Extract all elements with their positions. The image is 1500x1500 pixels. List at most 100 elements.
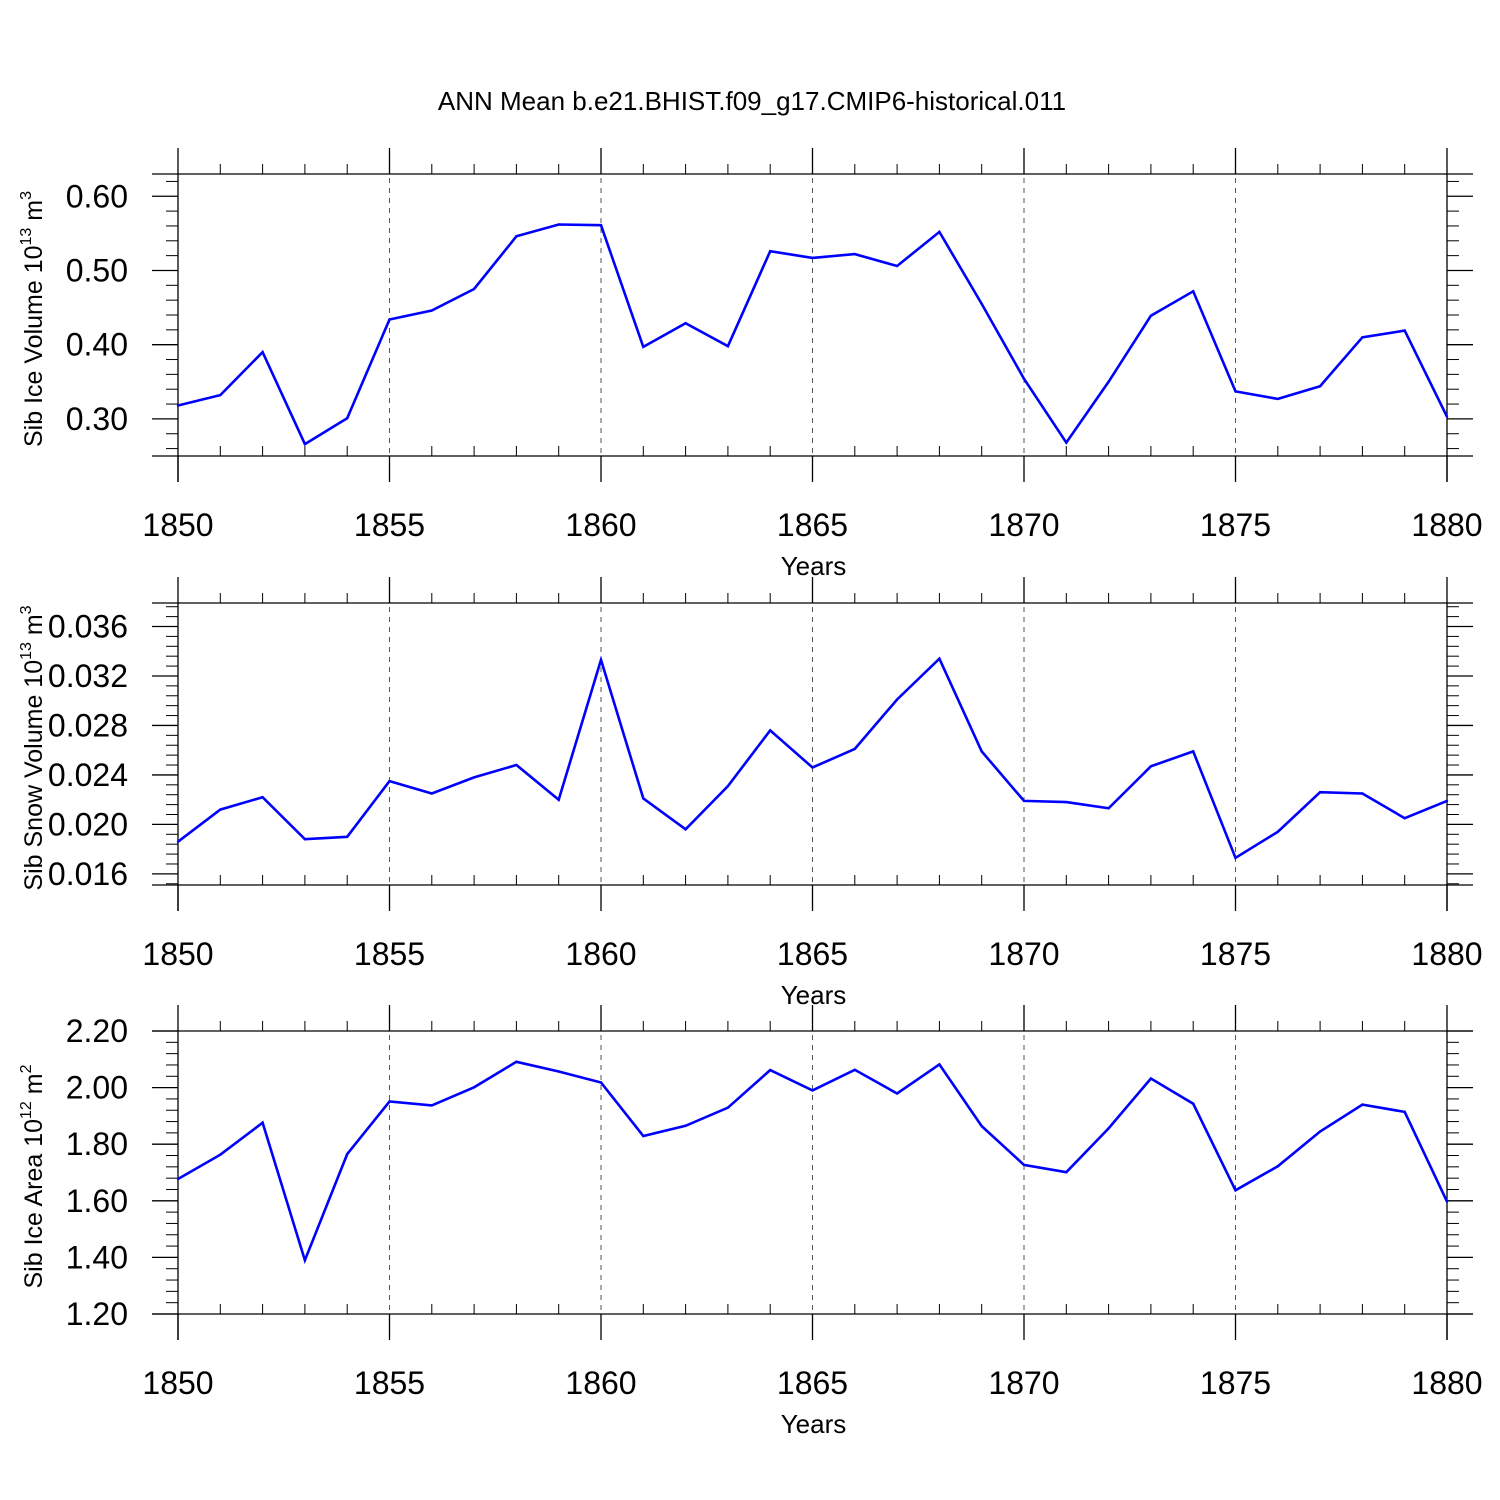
x-tick-label: 1880 bbox=[1411, 1365, 1482, 1401]
x-axis-label: Years bbox=[781, 551, 847, 581]
data-point bbox=[1361, 336, 1364, 339]
y-axis-label-unit: m bbox=[20, 200, 48, 228]
data-point bbox=[684, 321, 687, 325]
data-point bbox=[430, 792, 433, 795]
data-point bbox=[1065, 800, 1068, 804]
data-point bbox=[726, 784, 730, 788]
y-tick-label: 1.80 bbox=[66, 1126, 128, 1162]
data-point bbox=[1403, 329, 1406, 332]
y-tick-label: 0.020 bbox=[48, 806, 128, 842]
data-point bbox=[176, 404, 180, 407]
y-axis-label-unit: m bbox=[20, 614, 48, 642]
data-point bbox=[472, 776, 476, 779]
data-point bbox=[1065, 1171, 1068, 1174]
y-axis-label: Sib Snow Volume 1013 m3 bbox=[18, 605, 48, 890]
data-point bbox=[261, 795, 264, 799]
data-point bbox=[430, 1104, 433, 1107]
y-tick-label: 0.028 bbox=[48, 707, 128, 743]
data-point bbox=[1234, 390, 1237, 393]
data-point bbox=[1276, 830, 1280, 834]
data-point bbox=[557, 1070, 560, 1073]
y-tick-label: 1.60 bbox=[66, 1183, 128, 1219]
data-point bbox=[938, 657, 941, 660]
y-axis-label-unit-exponent: 3 bbox=[18, 605, 35, 614]
data-point bbox=[895, 264, 899, 268]
data-point bbox=[1445, 415, 1449, 418]
data-point bbox=[642, 1134, 645, 1138]
data-point bbox=[346, 835, 349, 838]
y-tick-label: 0.50 bbox=[66, 252, 128, 288]
data-point bbox=[515, 1060, 518, 1064]
y-tick-label: 1.20 bbox=[66, 1296, 128, 1332]
data-point bbox=[557, 798, 560, 801]
data-point bbox=[980, 1124, 983, 1128]
x-tick-label: 1855 bbox=[354, 936, 425, 972]
data-point bbox=[261, 350, 264, 354]
data-point bbox=[938, 1063, 941, 1066]
panel-2: 0.016 0.020 0.024 0.028 0.032 0.036 1850 1855 18… bbox=[18, 577, 1483, 1010]
data-point bbox=[1022, 377, 1026, 381]
data-point bbox=[980, 750, 983, 753]
x-tick-label: 1865 bbox=[777, 936, 848, 972]
data-point bbox=[853, 747, 856, 751]
y-axis-label-text: Sib Snow Volume 10 bbox=[20, 660, 48, 891]
data-point bbox=[176, 840, 180, 843]
data-point bbox=[472, 287, 476, 291]
data-point bbox=[346, 416, 349, 420]
y-axis-label-exponent: 12 bbox=[18, 1101, 35, 1119]
data-point bbox=[1445, 799, 1449, 803]
y-axis-label-text: Sib Ice Volume 10 bbox=[20, 245, 48, 447]
y-tick-label: 0.30 bbox=[66, 401, 128, 437]
y-axis-label-exponent: 13 bbox=[18, 642, 35, 660]
x-tick-label: 1870 bbox=[988, 1365, 1059, 1401]
data-point bbox=[303, 838, 307, 841]
data-point bbox=[1361, 792, 1364, 795]
y-axis-label: Sib Ice Volume 1013 m3 bbox=[18, 191, 48, 447]
x-tick-label: 1850 bbox=[142, 936, 213, 972]
data-point bbox=[1403, 817, 1406, 820]
data-point bbox=[472, 1086, 476, 1089]
x-tick-label: 1870 bbox=[988, 507, 1059, 543]
panel-1: 0.30 0.40 0.50 0.60 1850 1855 1860 1865 1870 1875… bbox=[18, 148, 1483, 581]
data-point bbox=[853, 1068, 856, 1071]
x-tick-label: 1880 bbox=[1411, 936, 1482, 972]
x-tick-label: 1860 bbox=[565, 936, 636, 972]
data-point bbox=[176, 1177, 180, 1181]
data-point bbox=[599, 658, 603, 662]
data-point bbox=[726, 344, 730, 348]
y-tick-label: 0.032 bbox=[48, 658, 128, 694]
panel-3: 1.20 1.40 1.60 1.80 2.00 2.20 1850 1855 1860 1865… bbox=[18, 1005, 1483, 1439]
data-point bbox=[1065, 441, 1068, 444]
data-point bbox=[1192, 1102, 1195, 1105]
y-tick-label: 2.00 bbox=[66, 1070, 128, 1106]
y-tick-label: 0.60 bbox=[66, 178, 128, 214]
data-point bbox=[1445, 1200, 1449, 1203]
x-axis-label: Years bbox=[781, 980, 847, 1010]
data-point bbox=[599, 1081, 603, 1084]
data-point bbox=[1276, 397, 1280, 401]
data-point bbox=[769, 249, 772, 253]
data-point bbox=[1107, 807, 1110, 810]
data-point bbox=[557, 223, 560, 226]
data-point bbox=[346, 1152, 349, 1156]
data-point bbox=[980, 302, 983, 306]
data-point bbox=[1361, 1103, 1364, 1106]
data-point bbox=[684, 1124, 687, 1128]
data-point bbox=[642, 797, 645, 800]
data-point bbox=[303, 442, 307, 446]
data-point bbox=[261, 1121, 264, 1124]
data-point bbox=[219, 808, 222, 811]
chart-title: ANN Mean b.e21.BHIST.f09_g17.CMIP6-histo… bbox=[438, 86, 1066, 116]
data-point bbox=[769, 729, 772, 732]
x-tick-label: 1855 bbox=[354, 1365, 425, 1401]
data-point bbox=[303, 1259, 307, 1262]
y-axis-label-unit-exponent: 3 bbox=[18, 191, 35, 200]
x-tick-label: 1855 bbox=[354, 507, 425, 543]
x-tick-label: 1875 bbox=[1200, 1365, 1271, 1401]
data-point bbox=[1022, 1163, 1026, 1167]
data-point bbox=[1192, 290, 1195, 293]
data-point bbox=[219, 393, 222, 397]
data-point bbox=[1234, 1189, 1237, 1192]
x-tick-label: 1880 bbox=[1411, 507, 1482, 543]
